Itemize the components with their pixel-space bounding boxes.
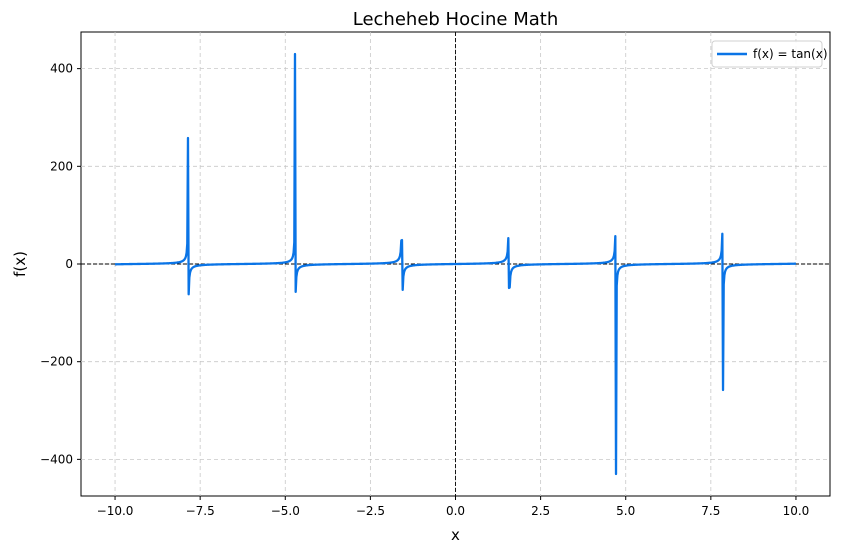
y-tick-label: 400	[50, 62, 73, 76]
y-axis: −400 −200 0 200 400	[40, 62, 81, 466]
x-tick-label: −7.5	[186, 504, 215, 518]
y-tick-label: 0	[65, 257, 73, 271]
y-tick-label: −200	[40, 355, 73, 369]
x-tick-label: 5.0	[616, 504, 635, 518]
x-tick-label: 7.5	[701, 504, 720, 518]
x-tick-label: −5.0	[271, 504, 300, 518]
x-tick-label: 0.0	[446, 504, 465, 518]
y-tick-label: −400	[40, 452, 73, 466]
legend-box	[711, 40, 823, 68]
legend-entry-label: f(x) = tan(x)	[753, 47, 828, 61]
legend: f(x) = tan(x)	[711, 40, 828, 68]
chart-title: Lecheheb Hocine Math	[353, 9, 558, 30]
series-line-tan	[114, 52, 797, 476]
x-tick-label: −10.0	[97, 504, 134, 518]
x-tick-label: −2.5	[356, 504, 385, 518]
x-tick-label: 2.5	[531, 504, 550, 518]
y-axis-title: f(x)	[11, 251, 29, 277]
x-axis: −10.0 −7.5 −5.0 −2.5 0.0 2.5 5.0 7.5 10.0	[97, 496, 810, 518]
y-tick-label: 200	[50, 159, 73, 173]
series-layer	[114, 52, 797, 476]
x-tick-label: 10.0	[783, 504, 810, 518]
x-axis-title: x	[451, 526, 460, 544]
